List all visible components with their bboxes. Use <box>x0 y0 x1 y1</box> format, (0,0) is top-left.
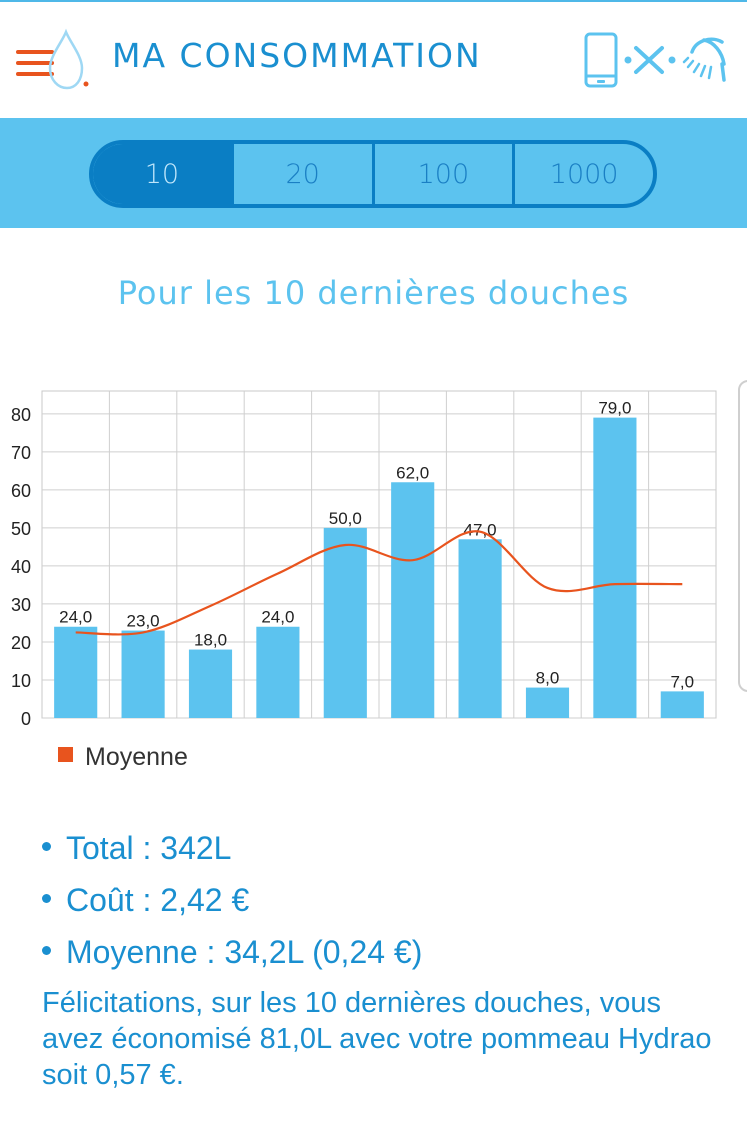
bar-value-label: 62,0 <box>396 463 429 482</box>
chart-bar <box>256 626 300 718</box>
chart-bar <box>660 691 704 718</box>
menu-button[interactable] <box>10 28 92 96</box>
chart-bar <box>593 417 637 718</box>
bar-value-label: 24,0 <box>261 608 294 627</box>
stat-cost: Coût : 2,42 € <box>42 880 422 932</box>
bar-value-label: 8,0 <box>536 669 560 688</box>
bar-value-label: 23,0 <box>127 612 160 631</box>
chart-bar <box>525 687 570 718</box>
bullet-icon <box>42 946 51 956</box>
y-tick-label: 80 <box>11 405 31 425</box>
y-tick-label: 50 <box>11 519 31 539</box>
menu-drop-icon <box>16 28 89 90</box>
stats-list: Total : 342L Coût : 2,42 € Moyenne : 34,… <box>42 828 422 984</box>
page-title: MA CONSOMMATION <box>112 36 482 75</box>
bullet-icon <box>42 842 51 852</box>
chart-bar <box>391 482 435 718</box>
phone-icon[interactable] <box>584 32 618 88</box>
stat-total: Total : 342L <box>42 828 422 880</box>
top-accent-line <box>0 0 747 2</box>
y-tick-label: 30 <box>11 595 31 615</box>
chart-bar <box>323 527 367 718</box>
stat-average: Moyenne : 34,2L (0,24 €) <box>42 932 422 984</box>
chart-subtitle: Pour les 10 dernières douches <box>117 274 630 312</box>
bar-value-label: 24,0 <box>59 608 92 627</box>
bar-value-label: 7,0 <box>670 672 694 691</box>
count-option-20[interactable]: 20 <box>230 144 372 204</box>
chart-bar <box>188 649 233 718</box>
connection-icon <box>624 46 676 74</box>
filter-band: 10 20 100 1000 <box>0 118 747 228</box>
bar-value-label: 50,0 <box>329 509 362 528</box>
legend-swatch <box>58 747 73 762</box>
savings-message: Félicitations, sur les 10 dernières douc… <box>42 987 712 1091</box>
side-panel-edge[interactable] <box>738 380 747 692</box>
bar-value-label: 79,0 <box>598 399 631 418</box>
bar-chart: 0 10 20 30 40 50 60 70 80 24,0 23,0 18,0 24,0 50,0 62,… <box>11 390 717 771</box>
shower-head-icon[interactable] <box>682 34 728 82</box>
count-option-10[interactable]: 10 <box>93 144 231 204</box>
y-tick-label: 0 <box>21 709 31 729</box>
legend-label: Moyenne <box>85 743 188 771</box>
bar-value-label: 18,0 <box>194 631 227 650</box>
stat-cost-text: Coût : 2,42 € <box>66 882 250 918</box>
chart-bar <box>458 539 502 718</box>
stat-total-text: Total : 342L <box>66 830 232 866</box>
y-tick-label: 70 <box>11 443 31 463</box>
y-tick-label: 60 <box>11 481 31 501</box>
y-tick-label: 40 <box>11 557 31 577</box>
app-header: MA CONSOMMATION <box>0 2 747 118</box>
chart-bar <box>54 626 98 718</box>
stat-average-text: Moyenne : 34,2L (0,24 €) <box>66 934 423 970</box>
y-tick-label: 10 <box>11 671 31 691</box>
count-selector: 10 20 100 1000 <box>89 140 657 208</box>
consumption-chart: 0 10 20 30 40 50 60 70 80 24,0 23,0 18,0 24,0 50,0 62,… <box>0 380 747 780</box>
count-option-100[interactable]: 100 <box>371 144 513 204</box>
y-tick-label: 20 <box>11 633 31 653</box>
bullet-icon <box>42 894 51 904</box>
chart-bar <box>121 630 165 718</box>
count-option-1000[interactable]: 1000 <box>512 144 653 204</box>
average-line <box>75 530 683 636</box>
